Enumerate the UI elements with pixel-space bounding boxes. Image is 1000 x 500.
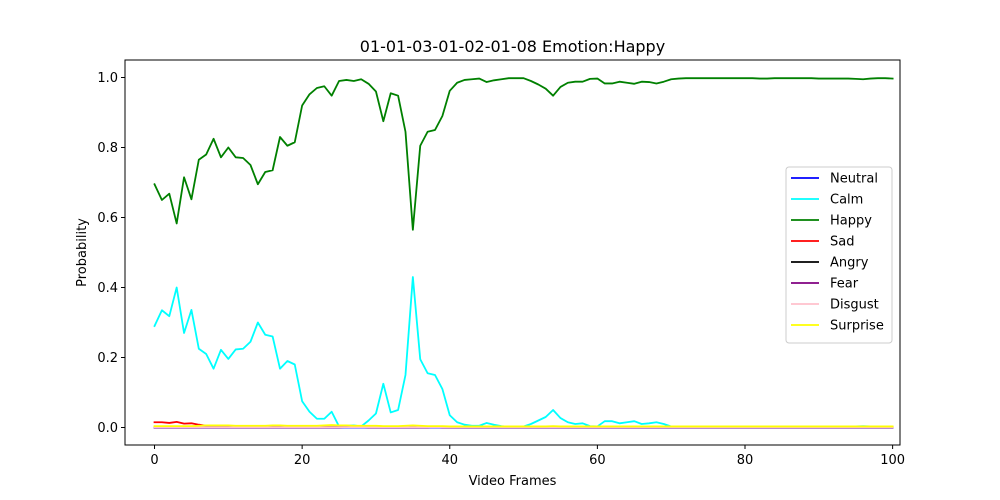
x-tick-label: 20: [294, 453, 311, 468]
y-tick-label: 0.4: [97, 281, 118, 296]
x-tick-label: 60: [589, 453, 606, 468]
y-tick-label: 0.6: [97, 211, 118, 226]
series-line-happy: [153, 77, 894, 231]
plot-frame: [124, 59, 901, 446]
legend-label-surprise: Surprise: [830, 319, 884, 334]
legend-label-sad: Sad: [830, 235, 854, 250]
x-axis: 0 20 40 60 80 100: [150, 445, 905, 468]
x-tick-label: 80: [737, 453, 754, 468]
series-line-surprise: [153, 424, 894, 428]
legend-label-calm: Calm: [830, 193, 863, 208]
y-tick-label: 0.2: [97, 351, 118, 366]
chart-title: 01-01-03-01-02-01-08 Emotion:Happy: [360, 37, 665, 56]
x-tick-label: 40: [441, 453, 458, 468]
legend-box: [785, 166, 893, 344]
legend-label-disgust: Disgust: [830, 298, 879, 313]
series-layer: [153, 77, 894, 429]
y-axis-title: Probability: [75, 218, 90, 287]
x-axis-title: Video Frames: [469, 474, 557, 489]
y-tick-label: 0.8: [97, 141, 118, 156]
y-axis: 0.0 0.2 0.4 0.6 0.8 1.0: [97, 71, 125, 436]
plot-area: [124, 59, 901, 446]
legend-label-fear: Fear: [830, 277, 859, 292]
legend-label-happy: Happy: [830, 214, 872, 229]
x-tick-label: 100: [880, 453, 905, 468]
x-tick-label: 0: [150, 453, 158, 468]
legend-label-angry: Angry: [830, 256, 869, 271]
legend: Neutral Calm Happy Sad Angry Fear Disgust Surpr…: [785, 166, 893, 344]
y-tick-label: 1.0: [97, 71, 118, 86]
legend-label-neutral: Neutral: [830, 172, 878, 187]
y-tick-label: 0.0: [97, 421, 118, 436]
